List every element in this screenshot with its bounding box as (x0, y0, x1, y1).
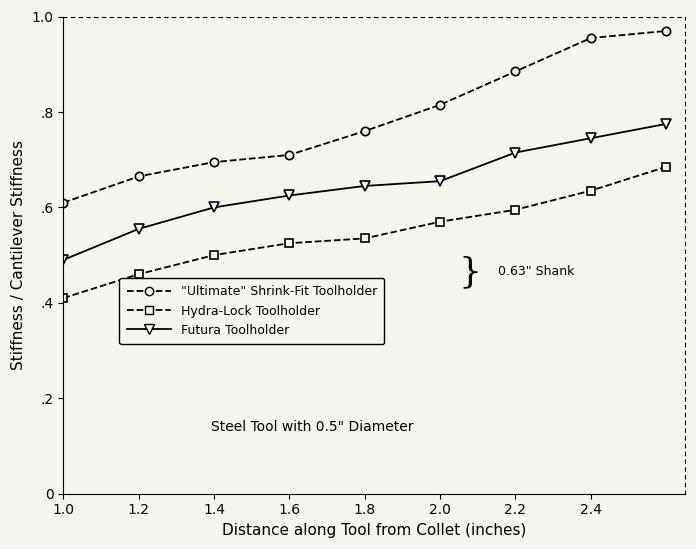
Futura Toolholder (285, 192, 294, 199)
Hydra-Lock Toolholder (59, 295, 68, 301)
Hydra-Lock Toolholder (134, 271, 143, 277)
Text: 0.63" Shank: 0.63" Shank (498, 265, 575, 278)
Hydra-Lock Toolholder (512, 206, 520, 213)
Line: Futura Toolholder: Futura Toolholder (58, 119, 671, 265)
"Ultimate" Shrink-Fit Toolholder (285, 152, 294, 158)
"Ultimate" Shrink-Fit Toolholder (210, 159, 219, 165)
Hydra-Lock Toolholder (361, 235, 369, 242)
"Ultimate" Shrink-Fit Toolholder (361, 128, 369, 135)
"Ultimate" Shrink-Fit Toolholder (587, 35, 595, 41)
Futura Toolholder (210, 204, 219, 211)
Hydra-Lock Toolholder (436, 219, 444, 225)
Text: }: } (458, 255, 481, 289)
"Ultimate" Shrink-Fit Toolholder (134, 173, 143, 180)
Hydra-Lock Toolholder (587, 187, 595, 194)
"Ultimate" Shrink-Fit Toolholder (59, 199, 68, 206)
Futura Toolholder (134, 226, 143, 232)
Y-axis label: Stiffness / Cantilever Stiffness: Stiffness / Cantilever Stiffness (11, 140, 26, 370)
X-axis label: Distance along Tool from Collet (inches): Distance along Tool from Collet (inches) (222, 523, 526, 538)
"Ultimate" Shrink-Fit Toolholder (662, 27, 670, 34)
Futura Toolholder (361, 183, 369, 189)
Text: Steel Tool with 0.5" Diameter: Steel Tool with 0.5" Diameter (211, 420, 413, 434)
Line: Hydra-Lock Toolholder: Hydra-Lock Toolholder (59, 163, 670, 302)
Futura Toolholder (587, 135, 595, 142)
Futura Toolholder (662, 121, 670, 127)
Legend: "Ultimate" Shrink-Fit Toolholder, Hydra-Lock Toolholder, Futura Toolholder: "Ultimate" Shrink-Fit Toolholder, Hydra-… (119, 278, 384, 344)
Hydra-Lock Toolholder (662, 164, 670, 170)
Futura Toolholder (512, 149, 520, 156)
Hydra-Lock Toolholder (210, 252, 219, 259)
Futura Toolholder (436, 178, 444, 184)
Futura Toolholder (59, 256, 68, 263)
"Ultimate" Shrink-Fit Toolholder (512, 68, 520, 75)
Hydra-Lock Toolholder (285, 240, 294, 247)
"Ultimate" Shrink-Fit Toolholder (436, 102, 444, 108)
Line: "Ultimate" Shrink-Fit Toolholder: "Ultimate" Shrink-Fit Toolholder (59, 27, 670, 207)
